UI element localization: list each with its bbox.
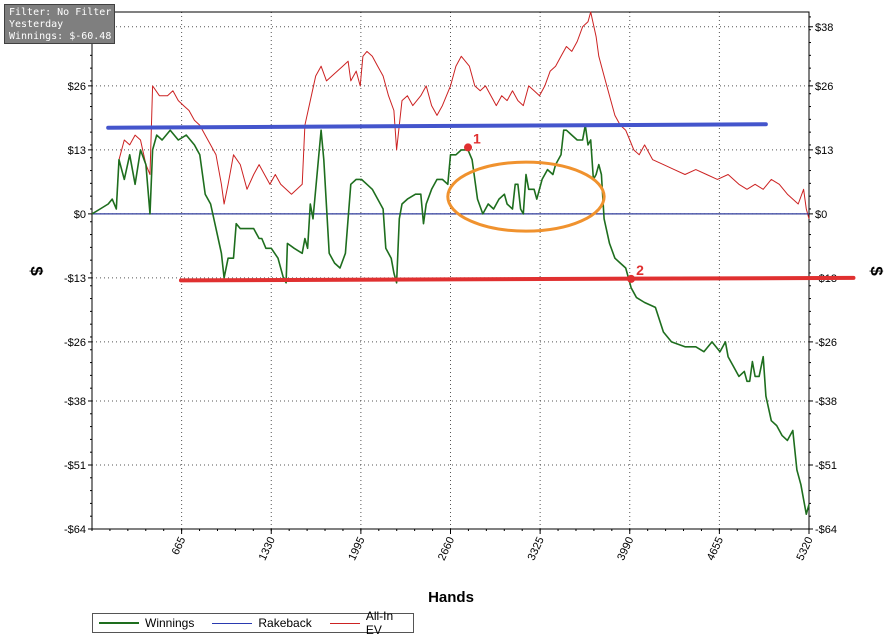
legend-item-winnings: Winnings <box>99 616 194 630</box>
y-tick-label: -$51 <box>64 460 86 472</box>
y-tick-label: -$51 <box>815 460 837 472</box>
grid <box>92 12 809 530</box>
y-tick-label: $13 <box>815 145 833 157</box>
x-tick-label: 1330 <box>257 535 278 562</box>
legend-item-rakeback: Rakeback <box>212 616 312 630</box>
x-tick-label: 2660 <box>436 535 457 562</box>
legend-swatch-winnings <box>99 622 139 624</box>
x-tick-label: 3990 <box>615 535 636 562</box>
x-tick-label: 665 <box>170 535 189 557</box>
legend-swatch-allin-ev <box>329 622 360 624</box>
legend-label-rakeback: Rakeback <box>258 616 312 630</box>
annotation-ellipse <box>446 160 606 233</box>
y-tick-label: $0 <box>74 209 86 221</box>
winnings-total-label: Winnings: $-60.48 <box>9 31 112 42</box>
y-tick-label: -$26 <box>64 337 86 349</box>
legend-label-winnings: Winnings <box>145 616 195 630</box>
y-tick-label: -$26 <box>815 337 837 349</box>
annotation-line-blue <box>106 122 768 130</box>
legend-label-allin-ev: All-In EV <box>365 609 394 637</box>
y-tick-label: $26 <box>815 81 833 93</box>
y-axis-label-right: $ <box>867 266 886 276</box>
annotation-point-label: 2 <box>636 262 644 278</box>
annotation-point-1 <box>464 143 473 152</box>
y-tick-label: -$64 <box>815 524 837 536</box>
annotation-point-2 <box>627 274 636 283</box>
series-line-all-in-ev <box>91 11 810 219</box>
annotation-point-label: 1 <box>473 130 481 146</box>
y-tick-label: -$13 <box>64 273 86 285</box>
filter-info-panel: Filter: No Filter Yesterday Winnings: $-… <box>4 4 115 44</box>
x-tick-label: 1995 <box>346 535 367 562</box>
y-tick-label: $26 <box>68 81 86 93</box>
y-tick-label: -$38 <box>815 396 837 408</box>
y-axis-label-left: $ <box>27 266 46 276</box>
annotation-line-red <box>178 275 856 283</box>
date-range-label: Yesterday <box>9 19 64 30</box>
filter-label: Filter: No Filter <box>9 7 112 18</box>
x-axis-label: Hands <box>428 589 474 606</box>
series-line-winnings <box>91 124 810 515</box>
y-tick-label: $38 <box>815 22 833 34</box>
legend-swatch-rakeback <box>212 622 253 624</box>
y-tick-label: -$64 <box>64 524 86 536</box>
y-tick-label: $0 <box>815 209 827 221</box>
x-tick-label: 3325 <box>526 535 547 562</box>
x-tick-label: 4655 <box>705 535 726 562</box>
y-tick-label: -$38 <box>64 396 86 408</box>
plot-frame <box>91 11 810 530</box>
legend-item-allin-ev: All-In EV <box>329 609 401 637</box>
chart-legend: Winnings Rakeback All-In EV <box>92 609 414 637</box>
y-tick-label: $13 <box>68 145 86 157</box>
x-tick-label: 5320 <box>794 535 815 562</box>
